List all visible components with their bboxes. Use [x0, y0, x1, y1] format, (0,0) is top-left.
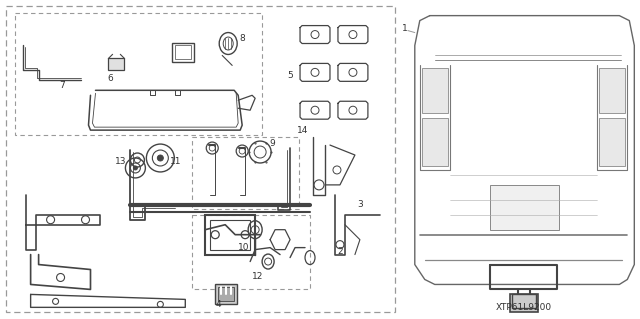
- Text: XTP61L9200: XTP61L9200: [495, 303, 552, 312]
- Text: 3: 3: [357, 200, 363, 209]
- Bar: [509, 294, 538, 312]
- Bar: [172, 42, 195, 63]
- Bar: [15, 13, 262, 135]
- Bar: [108, 58, 124, 70]
- Circle shape: [133, 166, 138, 170]
- Bar: [490, 185, 559, 230]
- Bar: [215, 285, 237, 304]
- Bar: [600, 68, 625, 113]
- Text: 11: 11: [170, 158, 181, 167]
- Bar: [192, 215, 310, 289]
- Text: 4: 4: [216, 300, 221, 309]
- Text: 5: 5: [287, 71, 293, 80]
- Bar: [210, 220, 250, 249]
- Bar: [422, 68, 448, 113]
- Text: 13: 13: [115, 158, 126, 167]
- Bar: [218, 287, 234, 301]
- Text: 2: 2: [337, 247, 343, 256]
- Text: 14: 14: [298, 126, 308, 135]
- Bar: [6, 6, 395, 312]
- Bar: [205, 215, 255, 255]
- Bar: [422, 118, 448, 166]
- Text: 8: 8: [239, 34, 245, 43]
- Text: 12: 12: [252, 272, 264, 281]
- Bar: [175, 46, 191, 59]
- Bar: [600, 118, 625, 166]
- Text: 6: 6: [108, 74, 113, 83]
- Text: 10: 10: [239, 243, 250, 252]
- Text: 1: 1: [402, 24, 408, 33]
- Text: 7: 7: [60, 81, 65, 90]
- Text: 9: 9: [269, 138, 275, 148]
- Circle shape: [157, 155, 163, 161]
- Bar: [511, 294, 536, 308]
- Bar: [192, 137, 299, 209]
